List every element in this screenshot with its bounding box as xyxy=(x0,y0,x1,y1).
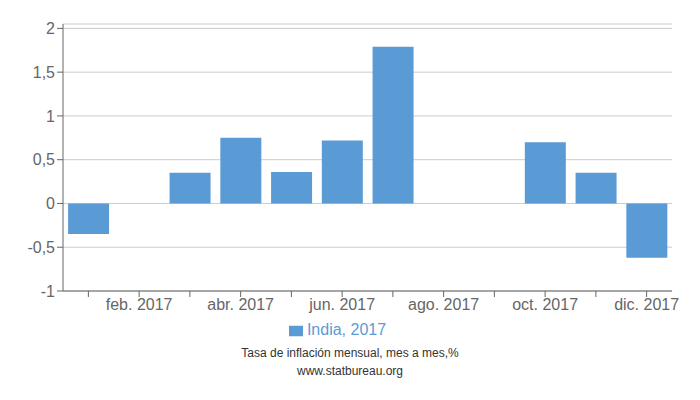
html-text:www.statbureau.org: www.statbureau.org xyxy=(297,364,403,378)
svg-text:1,5: 1,5 xyxy=(33,64,55,81)
svg-text:ago. 2017: ago. 2017 xyxy=(408,296,479,313)
svg-text:jun. 2017: jun. 2017 xyxy=(308,296,375,313)
svg-text:oct. 2017: oct. 2017 xyxy=(512,296,578,313)
svg-text:1: 1 xyxy=(46,108,55,125)
svg-text:0,5: 0,5 xyxy=(33,151,55,168)
html-text:Tasa de inflación mensual, mes: Tasa de inflación mensual, mes a mes,% xyxy=(241,346,459,360)
svg-text:0: 0 xyxy=(46,195,55,212)
svg-text:dic. 2017: dic. 2017 xyxy=(614,296,679,313)
svg-text:abr. 2017: abr. 2017 xyxy=(207,296,274,313)
svg-text:-0,5: -0,5 xyxy=(27,239,55,256)
svg-text:feb. 2017: feb. 2017 xyxy=(106,296,173,313)
svg-text:-1: -1 xyxy=(41,283,55,300)
html-text:India, 2017: India, 2017 xyxy=(306,321,387,338)
svg-text:2: 2 xyxy=(46,20,55,37)
